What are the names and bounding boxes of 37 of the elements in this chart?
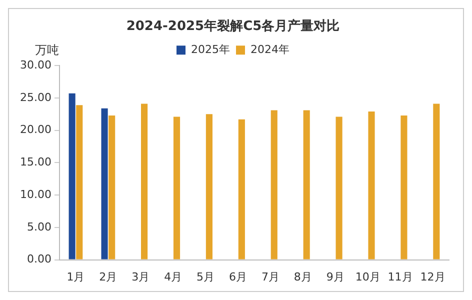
x-tick-label: 2月: [99, 270, 118, 284]
bar: [108, 115, 116, 260]
y-tick-label: 15.00: [20, 156, 52, 169]
x-tick-label: 7月: [261, 270, 280, 284]
bar: [270, 110, 278, 260]
y-axis-title: 万吨: [35, 43, 59, 58]
x-tick-label: 8月: [294, 270, 312, 284]
x-tick-label: 10月: [355, 270, 380, 284]
y-tick-label: 5.00: [26, 220, 52, 234]
x-tick-label: 3月: [132, 270, 150, 284]
x-tick-label: 1月: [66, 270, 85, 284]
y-tick-label: 30.00: [20, 58, 52, 72]
bar: [206, 114, 212, 260]
bar: [173, 116, 180, 260]
y-tick-label: 25.00: [20, 90, 52, 104]
bar: [238, 119, 245, 260]
x-tick-label: 12月: [420, 270, 446, 284]
bar: [303, 110, 310, 260]
bar: [400, 115, 408, 260]
bar: [76, 105, 83, 260]
bar: [433, 104, 440, 260]
y-tick-label: 20.00: [20, 123, 52, 136]
legend-label: 2025年: [191, 42, 230, 56]
y-tick-label: 10.00: [20, 188, 52, 201]
legend-label: 2024年: [250, 42, 290, 56]
x-tick-label: 4月: [164, 270, 182, 284]
bar: [336, 116, 342, 260]
y-tick-label: 0.00: [26, 252, 52, 266]
x-tick-label: 11月: [388, 270, 413, 284]
bar: [101, 108, 108, 260]
x-tick-label: 6月: [229, 270, 248, 284]
bar: [368, 112, 375, 260]
bar: [141, 104, 148, 260]
bar: [68, 93, 76, 260]
chart-title: 2024-2025年裂解C5各月产量对比: [126, 18, 340, 34]
x-tick-label: 5月: [196, 270, 215, 284]
x-tick-label: 9月: [326, 270, 344, 284]
